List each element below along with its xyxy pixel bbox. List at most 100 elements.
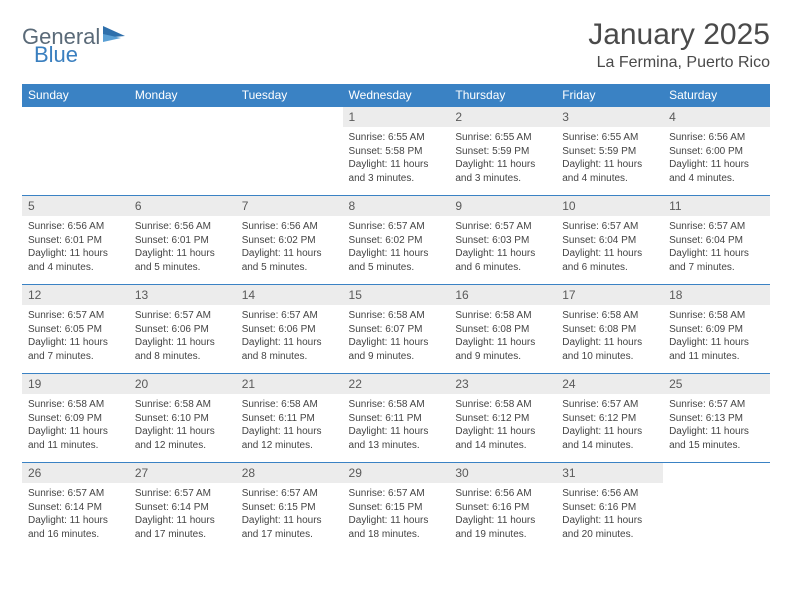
day-detail-cell: Sunrise: 6:57 AMSunset: 6:03 PMDaylight:… xyxy=(449,216,556,285)
day-detail-line: Sunrise: 6:57 AM xyxy=(135,309,230,323)
calendar-table: Sunday Monday Tuesday Wednesday Thursday… xyxy=(22,84,770,551)
day-detail-line: Sunrise: 6:57 AM xyxy=(242,309,337,323)
day-detail-line: Daylight: 11 hours xyxy=(562,336,657,350)
day-number-cell: 24 xyxy=(556,374,663,395)
day-detail-line: Sunset: 6:16 PM xyxy=(562,501,657,515)
day-number-cell: 29 xyxy=(343,463,450,484)
day-detail-line: Sunrise: 6:57 AM xyxy=(562,398,657,412)
day-number-cell: 26 xyxy=(22,463,129,484)
day-number-cell xyxy=(129,107,236,128)
day-detail-line: Sunrise: 6:58 AM xyxy=(669,309,764,323)
day-detail-line: Daylight: 11 hours xyxy=(669,425,764,439)
day-detail-line: Sunset: 6:04 PM xyxy=(669,234,764,248)
day-detail-line: Daylight: 11 hours xyxy=(455,425,550,439)
day-detail-cell: Sunrise: 6:56 AMSunset: 6:16 PMDaylight:… xyxy=(556,483,663,551)
day-detail-line: Daylight: 11 hours xyxy=(455,247,550,261)
day-detail-line: Sunset: 6:11 PM xyxy=(349,412,444,426)
day-detail-line: and 18 minutes. xyxy=(349,528,444,542)
day-detail-line: and 11 minutes. xyxy=(28,439,123,453)
day-detail-line: Sunset: 6:11 PM xyxy=(242,412,337,426)
day-detail-line: and 15 minutes. xyxy=(669,439,764,453)
day-detail-line: Daylight: 11 hours xyxy=(242,514,337,528)
day-detail-line: and 12 minutes. xyxy=(242,439,337,453)
day-detail-line: Sunrise: 6:55 AM xyxy=(455,131,550,145)
day-detail-line: and 3 minutes. xyxy=(349,172,444,186)
day-detail-cell: Sunrise: 6:55 AMSunset: 5:58 PMDaylight:… xyxy=(343,127,450,196)
day-detail-line: Sunset: 6:05 PM xyxy=(28,323,123,337)
day-detail-line: Daylight: 11 hours xyxy=(669,247,764,261)
dow-header: Friday xyxy=(556,84,663,107)
day-number-cell: 22 xyxy=(343,374,450,395)
day-detail-line: Sunrise: 6:57 AM xyxy=(349,220,444,234)
day-detail-line: Sunrise: 6:56 AM xyxy=(562,487,657,501)
day-detail-line: Sunset: 6:06 PM xyxy=(135,323,230,337)
day-number-cell: 7 xyxy=(236,196,343,217)
day-detail-cell: Sunrise: 6:58 AMSunset: 6:11 PMDaylight:… xyxy=(343,394,450,463)
day-detail-line: Sunset: 6:09 PM xyxy=(28,412,123,426)
day-number-cell: 12 xyxy=(22,285,129,306)
day-detail-line: Daylight: 11 hours xyxy=(349,158,444,172)
day-detail-line: Sunrise: 6:58 AM xyxy=(455,398,550,412)
day-number-cell xyxy=(663,463,770,484)
day-detail-line: and 6 minutes. xyxy=(562,261,657,275)
day-number-cell: 11 xyxy=(663,196,770,217)
day-detail-line: Sunrise: 6:56 AM xyxy=(669,131,764,145)
day-detail-cell: Sunrise: 6:55 AMSunset: 5:59 PMDaylight:… xyxy=(556,127,663,196)
week-daynum-row: 19202122232425 xyxy=(22,374,770,395)
day-detail-cell: Sunrise: 6:58 AMSunset: 6:08 PMDaylight:… xyxy=(449,305,556,374)
day-detail-line: Daylight: 11 hours xyxy=(135,247,230,261)
day-detail-cell xyxy=(236,127,343,196)
day-number-cell: 27 xyxy=(129,463,236,484)
week-detail-row: Sunrise: 6:57 AMSunset: 6:05 PMDaylight:… xyxy=(22,305,770,374)
day-number-cell: 18 xyxy=(663,285,770,306)
day-detail-line: Daylight: 11 hours xyxy=(455,514,550,528)
day-detail-line: Daylight: 11 hours xyxy=(669,158,764,172)
day-detail-line: Sunset: 6:02 PM xyxy=(349,234,444,248)
dow-header: Tuesday xyxy=(236,84,343,107)
day-detail-cell: Sunrise: 6:56 AMSunset: 6:01 PMDaylight:… xyxy=(22,216,129,285)
dow-header: Sunday xyxy=(22,84,129,107)
day-number-cell: 31 xyxy=(556,463,663,484)
day-number-cell: 5 xyxy=(22,196,129,217)
day-detail-line: Daylight: 11 hours xyxy=(28,336,123,350)
day-number-cell xyxy=(22,107,129,128)
day-detail-line: Sunrise: 6:57 AM xyxy=(28,487,123,501)
day-detail-line: and 7 minutes. xyxy=(669,261,764,275)
day-number-cell: 25 xyxy=(663,374,770,395)
day-detail-line: and 20 minutes. xyxy=(562,528,657,542)
day-number-cell: 1 xyxy=(343,107,450,128)
day-detail-line: Sunrise: 6:57 AM xyxy=(669,398,764,412)
day-detail-cell: Sunrise: 6:57 AMSunset: 6:12 PMDaylight:… xyxy=(556,394,663,463)
day-detail-line: Daylight: 11 hours xyxy=(242,247,337,261)
day-number-cell: 23 xyxy=(449,374,556,395)
day-detail-cell: Sunrise: 6:55 AMSunset: 5:59 PMDaylight:… xyxy=(449,127,556,196)
day-number-cell: 8 xyxy=(343,196,450,217)
day-detail-line: Daylight: 11 hours xyxy=(562,425,657,439)
day-detail-line: and 14 minutes. xyxy=(562,439,657,453)
day-number-cell: 9 xyxy=(449,196,556,217)
day-detail-line: Sunrise: 6:57 AM xyxy=(562,220,657,234)
day-number-cell: 17 xyxy=(556,285,663,306)
day-detail-line: Sunrise: 6:57 AM xyxy=(669,220,764,234)
day-detail-line: Daylight: 11 hours xyxy=(562,247,657,261)
day-detail-line: Sunrise: 6:58 AM xyxy=(28,398,123,412)
day-detail-line: Sunset: 6:08 PM xyxy=(562,323,657,337)
day-detail-line: and 5 minutes. xyxy=(135,261,230,275)
week-detail-row: Sunrise: 6:57 AMSunset: 6:14 PMDaylight:… xyxy=(22,483,770,551)
day-detail-line: and 4 minutes. xyxy=(562,172,657,186)
day-detail-cell xyxy=(129,127,236,196)
day-detail-line: Daylight: 11 hours xyxy=(28,247,123,261)
day-detail-cell: Sunrise: 6:58 AMSunset: 6:09 PMDaylight:… xyxy=(22,394,129,463)
day-number-cell: 6 xyxy=(129,196,236,217)
day-detail-cell: Sunrise: 6:57 AMSunset: 6:14 PMDaylight:… xyxy=(22,483,129,551)
day-number-cell: 20 xyxy=(129,374,236,395)
day-detail-line: Sunset: 6:15 PM xyxy=(242,501,337,515)
day-detail-line: Sunset: 5:59 PM xyxy=(562,145,657,159)
day-detail-line: Sunrise: 6:58 AM xyxy=(349,309,444,323)
day-detail-line: Daylight: 11 hours xyxy=(135,336,230,350)
day-detail-line: Sunset: 6:07 PM xyxy=(349,323,444,337)
day-detail-line: and 5 minutes. xyxy=(242,261,337,275)
day-detail-line: Sunset: 6:13 PM xyxy=(669,412,764,426)
day-detail-line: Daylight: 11 hours xyxy=(562,158,657,172)
day-detail-line: Sunrise: 6:57 AM xyxy=(455,220,550,234)
